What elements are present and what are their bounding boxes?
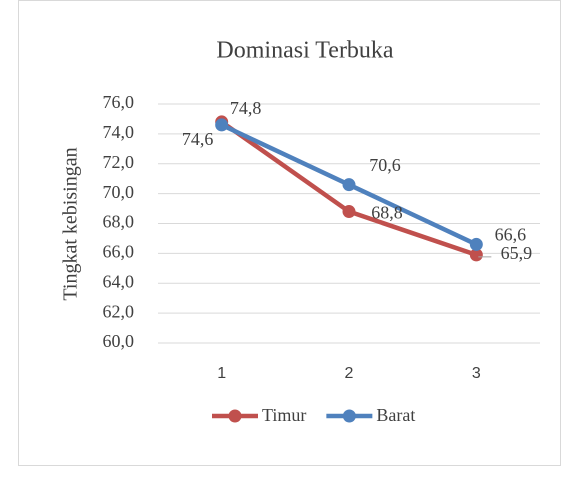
y-tick-label: 60,0: [103, 331, 135, 351]
marker: [215, 118, 229, 132]
y-tick-label: 64,0: [103, 271, 135, 291]
marker: [342, 178, 356, 192]
x-tick-label: 3: [472, 365, 481, 382]
data-label: 74,8: [230, 98, 262, 118]
chart-border: [18, 0, 561, 466]
y-tick-label: 76,0: [103, 92, 135, 112]
y-tick-label: 72,0: [103, 152, 135, 172]
data-label: 68,8: [371, 203, 403, 223]
y-tick-label: 62,0: [103, 301, 135, 321]
marker: [469, 237, 483, 251]
legend-label: Timur: [262, 405, 306, 425]
y-tick-label: 68,0: [103, 212, 135, 232]
y-tick-label: 66,0: [103, 242, 135, 262]
data-label: 74,6: [182, 129, 214, 149]
chart-title: Dominasi Terbuka: [216, 38, 394, 64]
marker: [342, 205, 356, 219]
legend-marker: [342, 409, 356, 423]
legend-marker: [228, 409, 242, 423]
data-label: 65,9: [501, 243, 533, 263]
y-axis-label: Tingkat kebisingan: [60, 147, 82, 300]
marker: [469, 248, 483, 262]
y-tick-label: 70,0: [103, 182, 135, 202]
x-tick-label: 2: [345, 365, 354, 382]
x-tick-label: 1: [217, 365, 226, 382]
data-label: 70,6: [369, 155, 401, 175]
y-tick-label: 74,0: [103, 122, 135, 142]
legend-label: Barat: [376, 405, 415, 425]
data-label: 66,6: [495, 225, 527, 245]
